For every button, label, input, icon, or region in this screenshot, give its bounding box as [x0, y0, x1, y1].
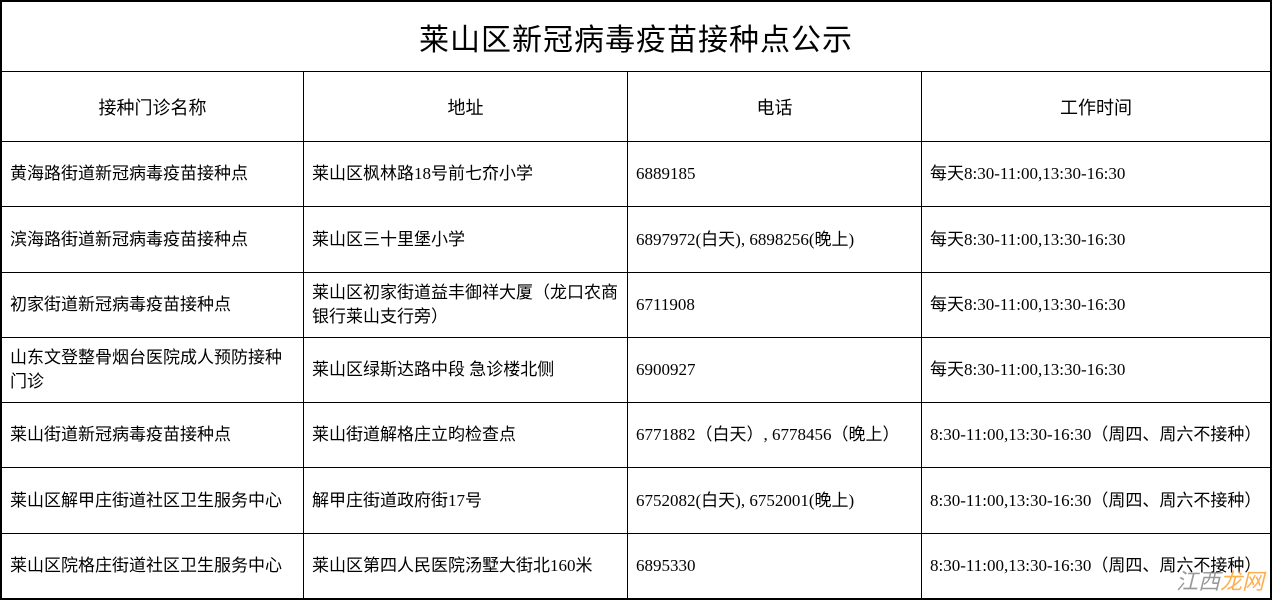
cell-hours: 8:30-11:00,13:30-16:30（周四、周六不接种） — [922, 468, 1270, 532]
table-row: 滨海路街道新冠病毒疫苗接种点 莱山区三十里堡小学 6897972(白天), 68… — [2, 207, 1270, 272]
cell-hours: 每天8:30-11:00,13:30-16:30 — [922, 207, 1270, 271]
table-row: 莱山区院格庄街道社区卫生服务中心 莱山区第四人民医院汤墅大街北160米 6895… — [2, 534, 1270, 598]
table-row: 山东文登整骨烟台医院成人预防接种门诊 莱山区绿斯达路中段 急诊楼北侧 69009… — [2, 338, 1270, 403]
cell-name: 黄海路街道新冠病毒疫苗接种点 — [2, 142, 304, 206]
table-row: 莱山街道新冠病毒疫苗接种点 莱山街道解格庄立昀检查点 6771882（白天）, … — [2, 403, 1270, 468]
cell-address: 莱山区绿斯达路中段 急诊楼北侧 — [304, 338, 628, 402]
column-header-name: 接种门诊名称 — [2, 72, 304, 141]
table-row: 初家街道新冠病毒疫苗接种点 莱山区初家街道益丰御祥大厦（龙口农商银行莱山支行旁）… — [2, 273, 1270, 338]
cell-hours: 每天8:30-11:00,13:30-16:30 — [922, 142, 1270, 206]
table-title-row: 莱山区新冠病毒疫苗接种点公示 — [2, 2, 1270, 72]
cell-name: 莱山区解甲庄街道社区卫生服务中心 — [2, 468, 304, 532]
column-header-phone: 电话 — [628, 72, 922, 141]
cell-hours: 每天8:30-11:00,13:30-16:30 — [922, 273, 1270, 337]
cell-address: 莱山区初家街道益丰御祥大厦（龙口农商银行莱山支行旁） — [304, 273, 628, 337]
cell-phone: 6895330 — [628, 534, 922, 598]
table-header-row: 接种门诊名称 地址 电话 工作时间 — [2, 72, 1270, 142]
cell-address: 解甲庄街道政府街17号 — [304, 468, 628, 532]
cell-phone: 6771882（白天）, 6778456（晚上） — [628, 403, 922, 467]
cell-address: 莱山区三十里堡小学 — [304, 207, 628, 271]
cell-phone: 6897972(白天), 6898256(晚上) — [628, 207, 922, 271]
cell-phone: 6752082(白天), 6752001(晚上) — [628, 468, 922, 532]
cell-hours: 8:30-11:00,13:30-16:30（周四、周六不接种） — [922, 403, 1270, 467]
table-row: 黄海路街道新冠病毒疫苗接种点 莱山区枫林路18号前七夼小学 6889185 每天… — [2, 142, 1270, 207]
table-row: 莱山区解甲庄街道社区卫生服务中心 解甲庄街道政府街17号 6752082(白天)… — [2, 468, 1270, 533]
cell-address: 莱山区第四人民医院汤墅大街北160米 — [304, 534, 628, 598]
cell-phone: 6889185 — [628, 142, 922, 206]
column-header-address: 地址 — [304, 72, 628, 141]
vaccination-sites-table: 莱山区新冠病毒疫苗接种点公示 接种门诊名称 地址 电话 工作时间 黄海路街道新冠… — [0, 0, 1272, 600]
cell-name: 山东文登整骨烟台医院成人预防接种门诊 — [2, 338, 304, 402]
cell-hours: 每天8:30-11:00,13:30-16:30 — [922, 338, 1270, 402]
cell-name: 初家街道新冠病毒疫苗接种点 — [2, 273, 304, 337]
column-header-hours: 工作时间 — [922, 72, 1270, 141]
cell-phone: 6900927 — [628, 338, 922, 402]
cell-name: 莱山街道新冠病毒疫苗接种点 — [2, 403, 304, 467]
cell-hours: 8:30-11:00,13:30-16:30（周四、周六不接种） — [922, 534, 1270, 598]
table-title: 莱山区新冠病毒疫苗接种点公示 — [419, 15, 853, 59]
cell-name: 滨海路街道新冠病毒疫苗接种点 — [2, 207, 304, 271]
cell-name: 莱山区院格庄街道社区卫生服务中心 — [2, 534, 304, 598]
cell-address: 莱山街道解格庄立昀检查点 — [304, 403, 628, 467]
cell-address: 莱山区枫林路18号前七夼小学 — [304, 142, 628, 206]
cell-phone: 6711908 — [628, 273, 922, 337]
